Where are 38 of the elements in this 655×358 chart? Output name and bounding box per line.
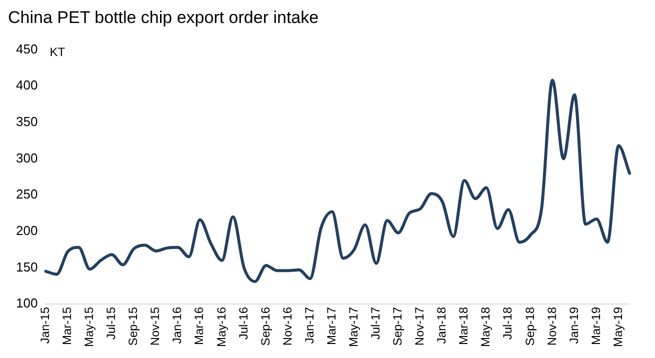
x-tick-label: Jul-17 — [368, 306, 383, 340]
x-tick-label: Mar-16 — [192, 306, 206, 345]
x-tick-label: Nov-15 — [148, 306, 162, 346]
line-series — [44, 78, 632, 283]
x-tick-label: Jul-15 — [104, 306, 118, 340]
x-tick-label: Nov-17 — [412, 306, 427, 346]
x-tick-label: May-16 — [214, 306, 228, 347]
x-tick-label: May-19 — [610, 306, 625, 347]
x-tick-label: Jan-18 — [434, 306, 449, 344]
x-tick-label: May-18 — [478, 306, 493, 347]
y-tick-label: 300 — [16, 150, 38, 166]
y-tick-label: 150 — [16, 259, 38, 274]
x-tick-label: Jan-19 — [566, 306, 581, 344]
y-tick-label: 400 — [16, 78, 38, 93]
x-tick-label: May-17 — [346, 306, 360, 347]
x-tick-label: Nov-18 — [544, 306, 559, 346]
y-axis-title: KT — [50, 45, 66, 60]
x-tick-label: Sep-18 — [522, 306, 537, 346]
x-tick-label: Sep-15 — [126, 306, 140, 346]
y-tick-label: 250 — [16, 186, 38, 202]
x-tick-label: Jan-17 — [302, 306, 316, 344]
x-tick-label: Sep-17 — [390, 306, 405, 346]
y-tick-label: 450 — [16, 41, 38, 56]
x-tick-label: Jul-16 — [236, 306, 250, 340]
x-tick-label: Jan-15 — [38, 306, 52, 344]
x-tick-label: Sep-16 — [258, 306, 272, 346]
x-tick-label: Mar-18 — [456, 306, 471, 345]
x-tick-label: May-15 — [82, 306, 96, 347]
x-tick-label: Nov-16 — [280, 306, 294, 346]
x-tick-label: Jan-16 — [170, 306, 184, 344]
x-tick-label: Jul-18 — [500, 306, 515, 340]
x-tick-label: Mar-17 — [324, 306, 338, 345]
y-tick-label: 200 — [16, 222, 38, 238]
y-tick-label: 350 — [16, 114, 38, 130]
y-tick-label: 100 — [16, 296, 38, 311]
chart-title: China PET bottle chip export order intake — [8, 8, 320, 28]
x-tick-label: Mar-19 — [588, 306, 603, 345]
x-tick-label: Mar-15 — [60, 306, 74, 345]
